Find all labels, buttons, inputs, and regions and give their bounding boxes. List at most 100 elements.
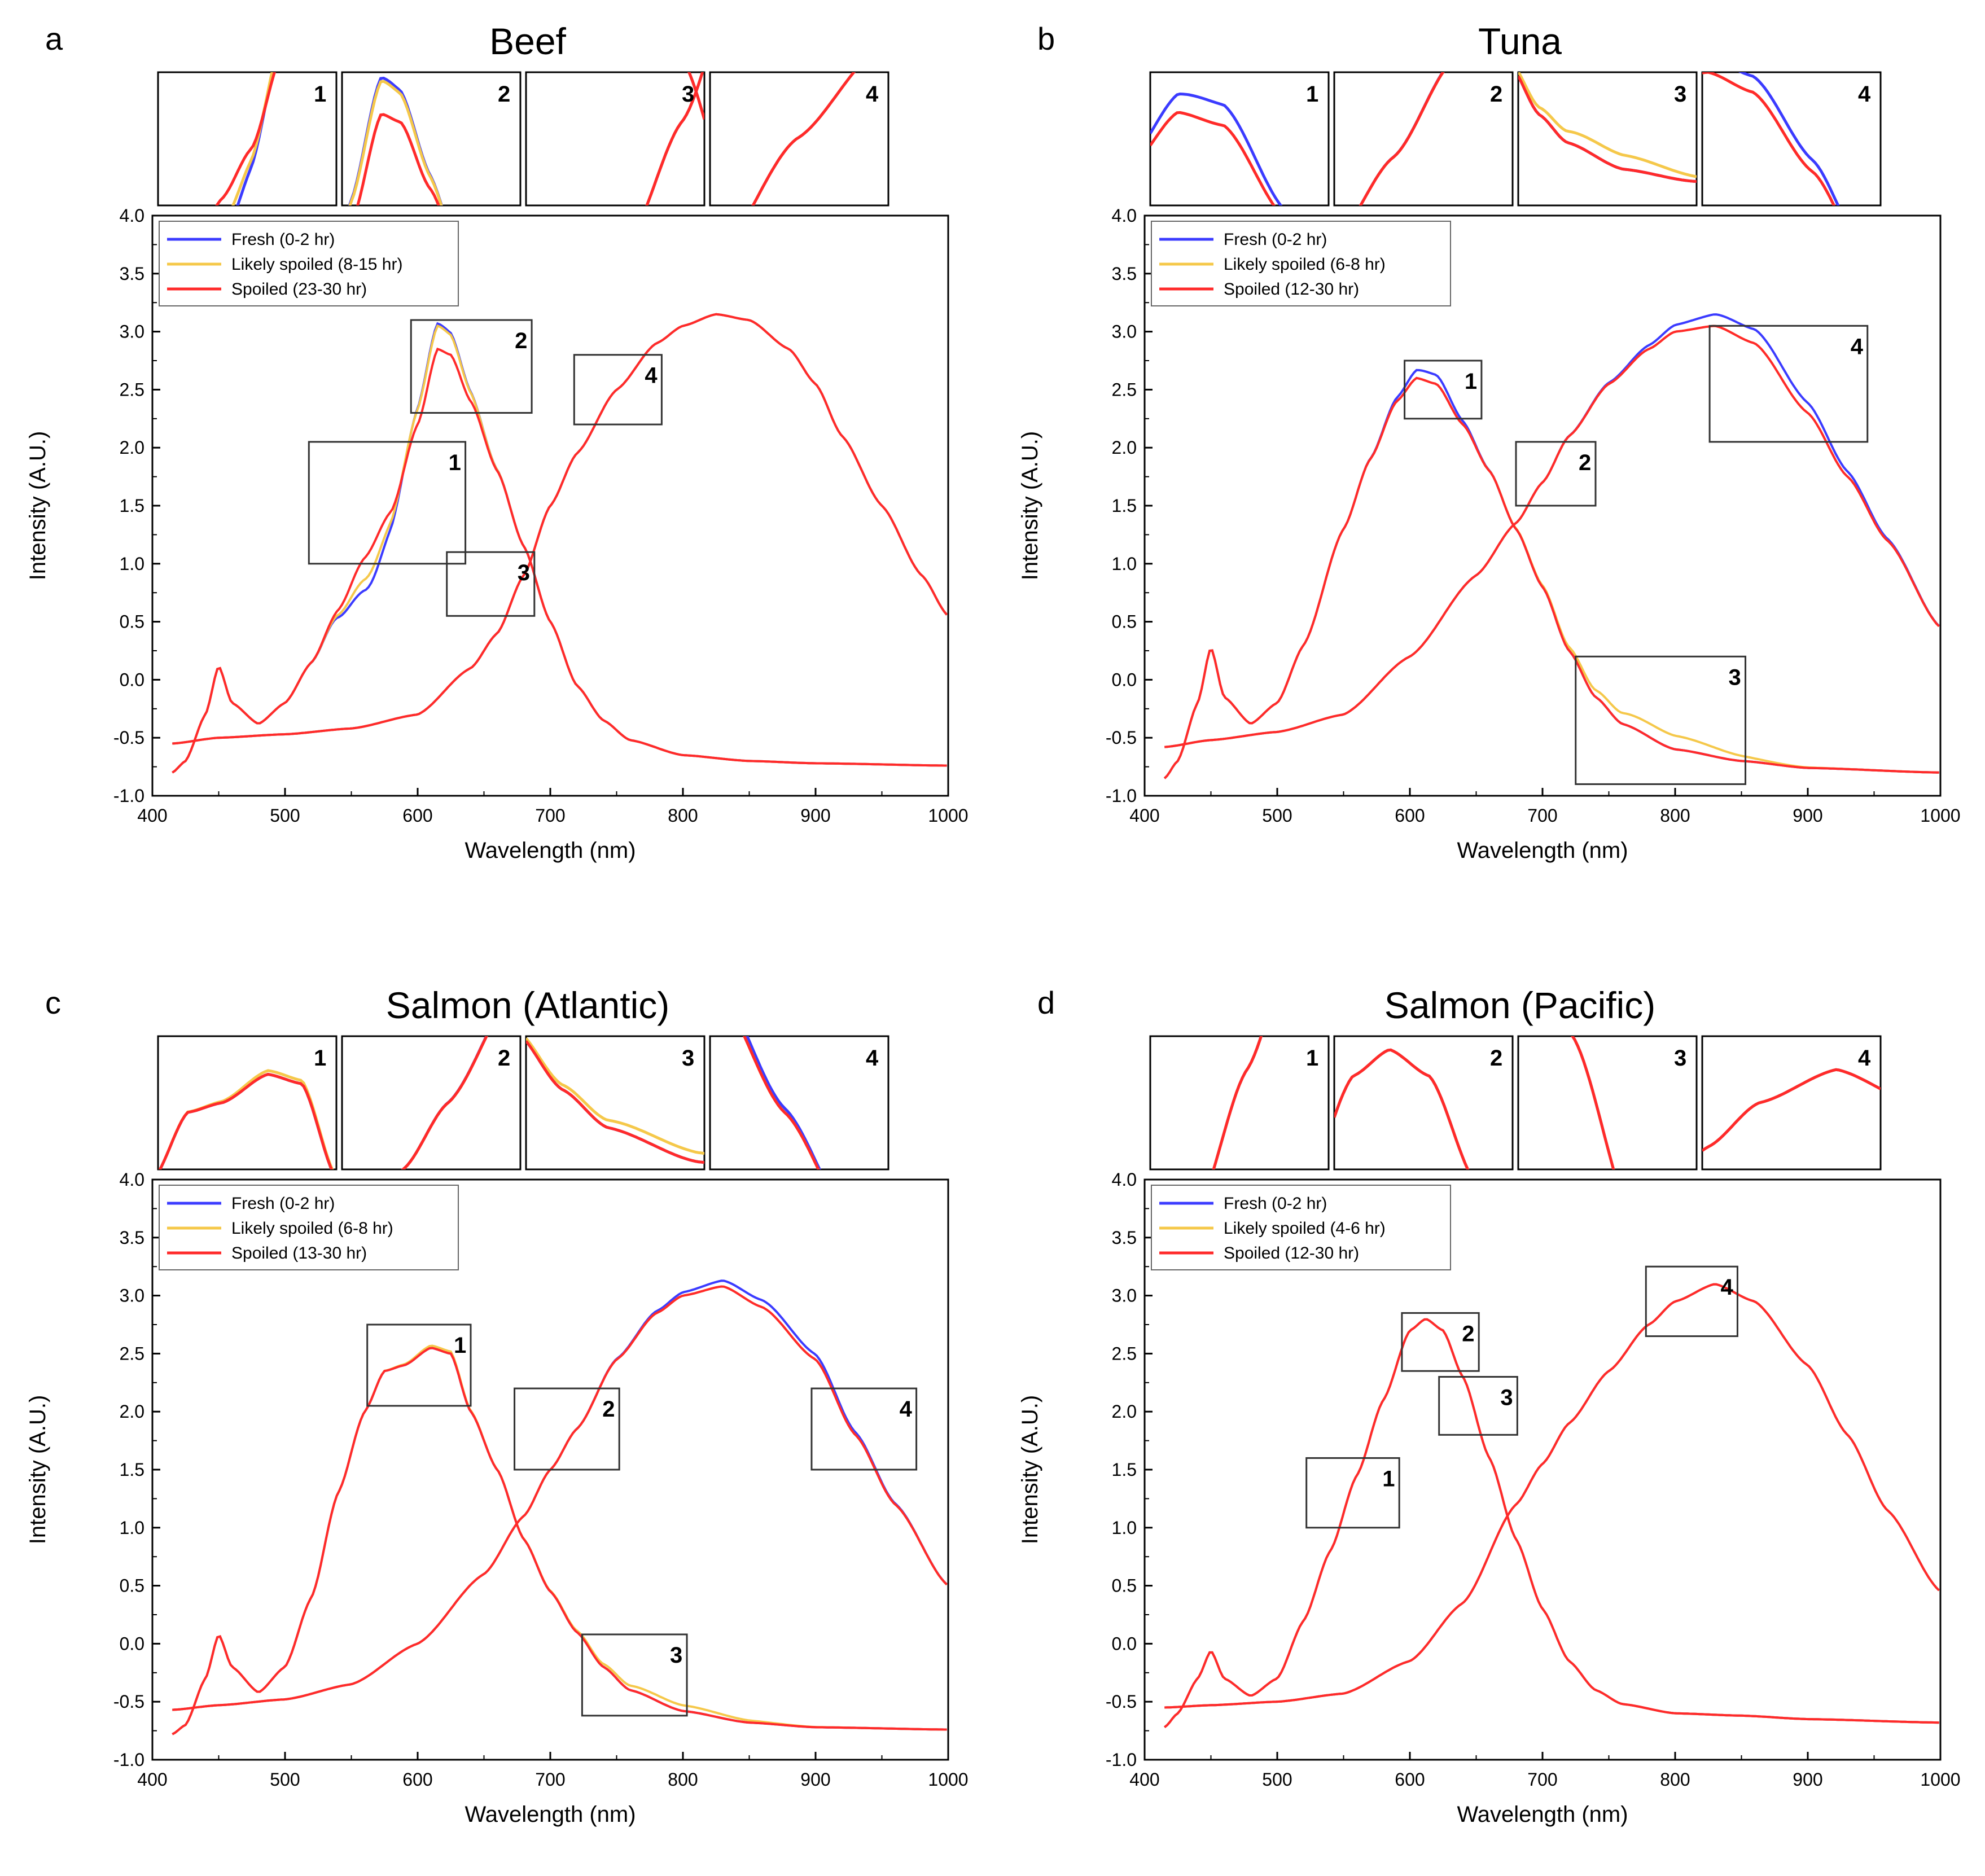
zoom-box-4 xyxy=(1645,1265,1738,1338)
inset-1: 1 xyxy=(157,71,338,390)
y-tick-label: 4.0 xyxy=(1112,1169,1137,1190)
y-tick-label: 0.0 xyxy=(120,669,144,690)
y-tick-label: 0.0 xyxy=(1112,1633,1137,1654)
zoom-box-1 xyxy=(1404,360,1483,420)
legend-entry-fresh: Fresh (0-2 hr) xyxy=(1224,1194,1327,1213)
inset-number: 4 xyxy=(1858,82,1871,107)
zoom-box-label: 4 xyxy=(1720,1275,1733,1300)
y-tick-label: 3.5 xyxy=(120,1228,144,1248)
series-likely-spectrum-A xyxy=(1163,376,1939,779)
inset-3: 3 xyxy=(1517,1035,1698,1614)
inset-series-likely xyxy=(158,323,336,390)
x-tick-label: 600 xyxy=(402,805,432,826)
y-axis-label: Intensity (A.U.) xyxy=(25,431,50,581)
inset-2: 2 xyxy=(1333,71,1514,605)
inset-3: 3 xyxy=(525,480,706,1171)
inset-series-spoiled xyxy=(1702,566,1881,582)
inset-series-fresh xyxy=(1150,554,1329,758)
y-tick-label: 1.5 xyxy=(1112,496,1137,516)
series-fresh-spectrum-A xyxy=(1163,369,1939,779)
x-tick-label: 900 xyxy=(800,805,830,826)
zoom-box-2 xyxy=(1401,1312,1480,1372)
inset-number: 1 xyxy=(1306,82,1318,107)
zoom-box-1 xyxy=(1305,1457,1400,1529)
y-tick-label: 1.0 xyxy=(120,1518,144,1538)
y-tick-label: 1.0 xyxy=(120,554,144,574)
legend-entry-fresh: Fresh (0-2 hr) xyxy=(231,1194,335,1213)
inset-series-likely xyxy=(526,480,704,689)
inset-frame xyxy=(525,71,706,207)
inset-2: 2 xyxy=(341,71,522,207)
inset-number: 1 xyxy=(1306,1046,1318,1071)
zoom-box-label: 1 xyxy=(1382,1466,1395,1491)
x-tick-label: 500 xyxy=(1262,1769,1292,1790)
zoom-box-label: 1 xyxy=(454,1333,466,1358)
inset-series-likely xyxy=(710,1591,888,1595)
legend-entry-fresh: Fresh (0-2 hr) xyxy=(231,230,335,249)
y-tick-label: 3.0 xyxy=(1112,1286,1137,1306)
y-tick-label: 0.0 xyxy=(1112,669,1137,690)
panel-letter: b xyxy=(1037,21,1055,56)
x-tick-label: 400 xyxy=(137,805,167,826)
inset-series-likely xyxy=(1150,554,1329,758)
inset-series-likely xyxy=(231,72,274,205)
legend: Fresh (0-2 hr) Likely spoiled (6-8 hr) Spo… xyxy=(1151,221,1451,306)
inset-frame xyxy=(709,1035,889,1171)
inset-4: 4 xyxy=(709,1035,889,1595)
inset-number: 3 xyxy=(682,82,694,107)
y-tick-label: -1.0 xyxy=(1106,1750,1137,1770)
series-spoiled-spectrum-B xyxy=(172,313,948,745)
inset-frame xyxy=(157,71,338,207)
zoom-box-3 xyxy=(446,551,536,617)
series-fresh-spectrum-B xyxy=(172,1279,948,1711)
x-tick-label: 700 xyxy=(535,1769,565,1790)
x-tick-label: 700 xyxy=(1527,805,1557,826)
zoom-box-label: 4 xyxy=(1851,334,1864,359)
panel-letter: d xyxy=(1037,985,1055,1020)
x-tick-label: 900 xyxy=(1793,805,1822,826)
y-tick-label: 0.5 xyxy=(120,612,144,632)
y-tick-label: 2.0 xyxy=(1112,1401,1137,1422)
zoom-box-label: 1 xyxy=(449,450,461,475)
panel-title: Tuna xyxy=(1478,20,1562,62)
zoom-box-1 xyxy=(366,1323,472,1407)
legend: Fresh (0-2 hr) Likely spoiled (6-8 hr) Spo… xyxy=(159,1185,459,1270)
inset-series-fresh xyxy=(236,72,274,205)
y-tick-label: -1.0 xyxy=(1106,786,1137,806)
inset-series-spoiled xyxy=(158,323,336,390)
inset-series-spoiled xyxy=(401,1036,488,1169)
x-axis-label: Wavelength (nm) xyxy=(465,1802,636,1827)
y-tick-label: 3.0 xyxy=(1112,322,1137,342)
inset-frame xyxy=(1701,71,1882,207)
inset-series-fresh xyxy=(1150,92,1283,205)
inset-series-likely xyxy=(1518,72,1697,178)
inset-frame xyxy=(1517,71,1698,207)
inset-series-spoiled xyxy=(1150,1432,1329,1496)
inset-series-likely xyxy=(1518,1327,1697,1614)
legend-entry-spoiled: Spoiled (13-30 hr) xyxy=(231,1244,367,1263)
y-tick-label: 0.5 xyxy=(1112,612,1137,632)
inset-series-fresh xyxy=(1334,254,1513,605)
y-tick-label: -0.5 xyxy=(113,1691,144,1712)
inset-number: 3 xyxy=(1674,82,1686,107)
inset-number: 1 xyxy=(314,82,326,107)
inset-series-spoiled xyxy=(1212,1036,1263,1169)
inset-series-likely xyxy=(158,1463,336,1614)
inset-series-spoiled xyxy=(526,1040,704,1164)
inset-4: 4 xyxy=(1701,71,1882,582)
zoom-box-label: 2 xyxy=(602,1397,615,1422)
inset-series-spoiled xyxy=(1150,111,1276,205)
inset-2: 2 xyxy=(1333,1035,1514,1171)
inset-frame xyxy=(341,71,522,207)
x-tick-label: 500 xyxy=(270,805,300,826)
series-likely-spectrum-B xyxy=(172,313,948,745)
series-spoiled-spectrum-B xyxy=(172,1285,948,1711)
zoom-box-label: 3 xyxy=(518,560,530,585)
y-axis-label: Intensity (A.U.) xyxy=(25,1395,50,1545)
y-tick-label: -0.5 xyxy=(1106,727,1137,748)
series-spoiled-spectrum-B xyxy=(1164,325,1940,748)
series-likely-spectrum-A xyxy=(172,324,947,774)
inset-4: 4 xyxy=(1701,1035,1882,1171)
series-fresh-spectrum-A xyxy=(1164,1318,1939,1728)
